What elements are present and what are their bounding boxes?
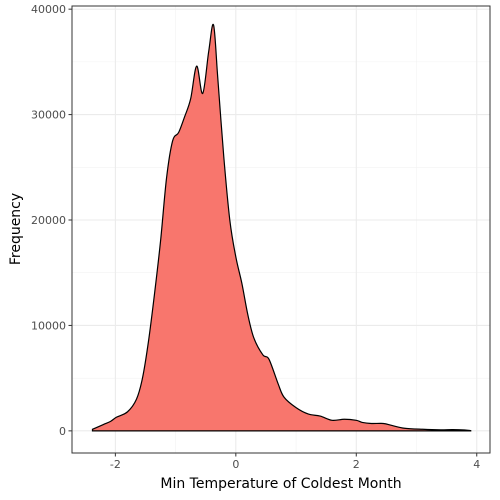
density-area xyxy=(91,23,472,432)
x-axis-title: Min Temperature of Coldest Month xyxy=(160,476,401,492)
grid-minor xyxy=(72,6,490,453)
x-tick-label: 0 xyxy=(232,458,239,471)
plot-border xyxy=(71,5,491,454)
plot-background xyxy=(72,6,490,453)
y-tick-label: 30000 xyxy=(31,109,66,122)
x-tick-label: 4 xyxy=(473,458,480,471)
x-tick-label: -2 xyxy=(110,458,121,471)
y-axis: 0 10000 20000 30000 40000 xyxy=(31,3,72,438)
x-tick-label: 2 xyxy=(353,458,360,471)
y-axis-title: Frequency xyxy=(8,193,24,265)
y-tick-label: 10000 xyxy=(31,319,66,332)
y-tick-label: 0 xyxy=(59,425,66,438)
y-tick-label: 40000 xyxy=(31,3,66,16)
x-axis: -2 0 2 4 xyxy=(110,453,480,471)
y-tick-label: 20000 xyxy=(31,214,66,227)
